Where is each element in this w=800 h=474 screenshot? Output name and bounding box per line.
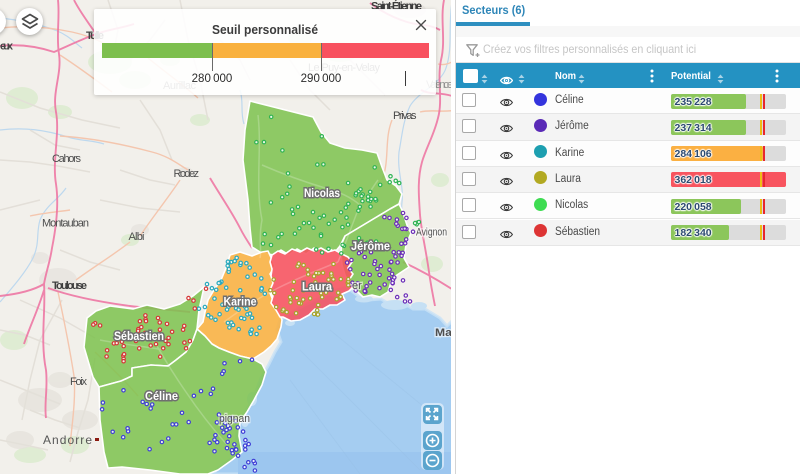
svg-text:Laura: Laura (302, 282, 333, 294)
svg-text:Toulouse: Toulouse (52, 280, 87, 292)
svg-text:Foix: Foix (70, 376, 88, 388)
svg-text:Privas: Privas (393, 110, 417, 122)
svg-text:pignan: pignan (219, 413, 250, 425)
svg-text:Avignon: Avignon (416, 227, 447, 239)
svg-text:Montauban: Montauban (42, 218, 89, 230)
svg-text:Cahors: Cahors (52, 153, 82, 165)
svg-text:Andorre: Andorre (43, 433, 92, 447)
svg-text:Jérôme: Jérôme (351, 241, 390, 253)
svg-text:eux: eux (0, 41, 14, 53)
svg-text:Karine: Karine (224, 297, 257, 309)
svg-text:Albi: Albi (129, 231, 145, 243)
svg-text:Céline: Céline (145, 391, 178, 403)
svg-text:Nicolas: Nicolas (304, 188, 340, 200)
svg-text:er: er (352, 280, 362, 292)
svg-text:Sébastien: Sébastien (114, 331, 164, 343)
svg-text:Marseille: Marseille (435, 327, 451, 339)
svg-text:Rodez: Rodez (174, 168, 200, 180)
